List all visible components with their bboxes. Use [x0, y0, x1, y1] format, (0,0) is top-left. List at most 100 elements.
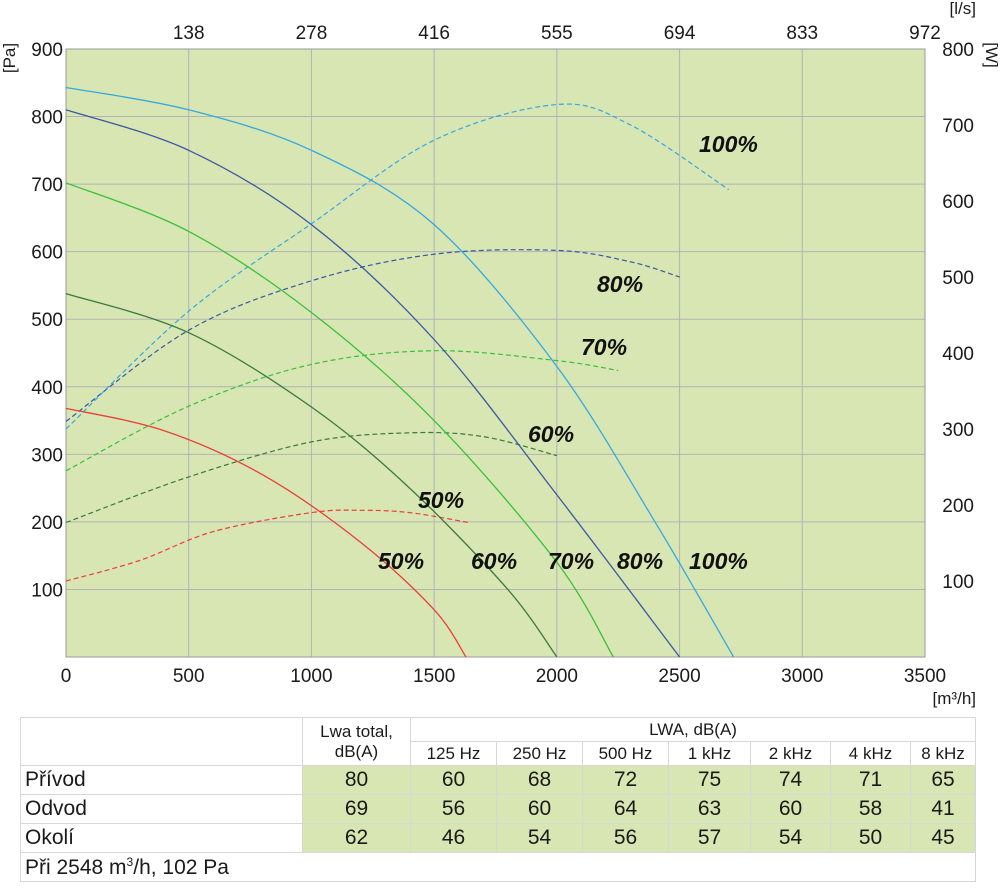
pressure-label-80: 80% [617, 548, 663, 574]
pressure-curves [65, 86, 735, 658]
cell-value: 63 [668, 794, 751, 824]
cell-value: 71 [830, 765, 911, 795]
freq-header: 500 Hz [582, 741, 669, 766]
pressure-label-100: 100% [689, 548, 748, 574]
lwa-total-header: Lwa total, dB(A) [302, 717, 411, 766]
cell-value: 72 [582, 765, 669, 795]
y-axis-left-unit: [Pa] [0, 43, 19, 73]
y-right-tick-label: 400 [942, 344, 974, 365]
y-right-tick-label: 100 [942, 572, 974, 593]
cell-value: 56 [410, 794, 497, 824]
x-axis-ticks: 0 500 1000 1500 2000 2500 3000 3500 [61, 666, 946, 687]
y-left-tick-label: 400 [31, 378, 63, 399]
cell-value: 74 [750, 765, 831, 795]
pressure-curve-100pct [65, 86, 735, 658]
y-right-tick-label: 500 [942, 268, 974, 289]
freq-header: 8 kHz [909, 741, 977, 766]
cell-value: 58 [830, 794, 911, 824]
y-axis-left-ticks: 100 200 300 400 500 600 700 800 900 [31, 40, 63, 601]
pressure-curve-60pct [65, 292, 558, 658]
pressure-label-50: 50% [378, 548, 424, 574]
lwa-header: LWA, dB(A) [409, 717, 977, 742]
row-label: Okolí [20, 823, 303, 853]
y-right-tick-label: 800 [942, 40, 974, 61]
plot-border [65, 48, 926, 658]
fan-performance-chart: 0 500 1000 1500 2000 2500 3000 3500 138 278 416 55… [0, 0, 1000, 708]
x-tick-label: 500 [173, 666, 205, 687]
table-row: Přívod 80 60 68 72 75 74 71 65 [20, 765, 977, 795]
x-axis-top-ticks: 138 278 416 555 694 833 972 [173, 23, 941, 44]
cell-value: 54 [750, 823, 831, 853]
y-left-tick-label: 900 [31, 40, 63, 61]
cell-value: 56 [582, 823, 669, 853]
power-curve-60pct [65, 431, 558, 524]
cell-value: 54 [496, 823, 583, 853]
cell-value: 64 [582, 794, 669, 824]
y-left-tick-label: 600 [31, 243, 63, 264]
table-row: Okolí 62 46 54 56 57 54 50 45 [20, 823, 977, 853]
lwa-total-unit: dB(A) [334, 741, 379, 761]
table-corner [20, 717, 303, 766]
x-tick-label: 1000 [290, 666, 332, 687]
cell-value: 75 [668, 765, 751, 795]
y-axis-right-unit: [W] [982, 42, 1000, 68]
power-label-70: 70% [581, 334, 627, 360]
row-label: Přívod [20, 765, 303, 795]
x-tick-label: 0 [61, 666, 72, 687]
power-label-80: 80% [597, 271, 643, 297]
power-curve-100pct [65, 103, 730, 430]
plot-area [66, 49, 925, 657]
x-top-tick-label: 694 [664, 23, 696, 44]
cell-value: 41 [909, 794, 977, 824]
x-top-tick-label: 833 [786, 23, 818, 44]
pressure-curve-70pct [65, 182, 614, 658]
cell-value: 45 [909, 823, 977, 853]
noise-table: Lwa total, dB(A) LWA, dB(A) 125 Hz 250 H… [19, 717, 977, 882]
y-right-tick-label: 300 [942, 420, 974, 441]
power-curves [65, 103, 730, 582]
pressure-label-60: 60% [471, 548, 517, 574]
freq-header: 125 Hz [410, 741, 497, 766]
power-label-60: 60% [528, 421, 574, 447]
y-axis-right-ticks: 100 200 300 400 500 600 700 800 [942, 40, 974, 593]
x-top-tick-label: 972 [909, 23, 941, 44]
cell-value: 68 [496, 765, 583, 795]
cell-value: 60 [750, 794, 831, 824]
cell-value: 65 [909, 765, 977, 795]
y-right-tick-label: 600 [942, 192, 974, 213]
power-curve-70pct [65, 350, 619, 472]
y-left-tick-label: 800 [31, 108, 63, 129]
freq-header: 1 kHz [668, 741, 751, 766]
cell-total: 80 [302, 765, 411, 795]
y-left-tick-label: 200 [31, 513, 63, 534]
footnote-row: Při 2548 m3/h, 102 Pa [19, 852, 977, 882]
row-label: Odvod [20, 794, 303, 824]
x-top-tick-label: 416 [418, 23, 450, 44]
x-tick-label: 3500 [904, 666, 946, 687]
table-row: Odvod 69 56 60 64 63 60 58 41 [20, 794, 977, 824]
y-left-tick-label: 700 [31, 175, 63, 196]
footnote-suffix: /h, 102 Pa [133, 855, 229, 879]
footnote-prefix: Při 2548 m [25, 855, 127, 879]
y-right-tick-label: 200 [942, 496, 974, 517]
power-label-100: 100% [699, 131, 758, 157]
cell-value: 60 [410, 765, 497, 795]
footnote-sup: 3 [126, 854, 134, 869]
pressure-curve-80pct [65, 109, 681, 658]
freq-header: 2 kHz [750, 741, 831, 766]
cell-value: 46 [410, 823, 497, 853]
x-tick-label: 2000 [536, 666, 578, 687]
x-top-tick-label: 138 [173, 23, 205, 44]
lwa-total-label: Lwa total, [320, 721, 393, 741]
y-left-tick-label: 500 [31, 310, 63, 331]
freq-header: 4 kHz [830, 741, 911, 766]
freq-header: 250 Hz [496, 741, 583, 766]
y-left-tick-label: 300 [31, 445, 63, 466]
power-curve-80pct [65, 249, 680, 422]
x-tick-label: 3000 [781, 666, 823, 687]
x-tick-label: 1500 [413, 666, 455, 687]
power-curve-50pct [65, 509, 469, 582]
power-label-50: 50% [418, 487, 464, 513]
cell-total: 62 [302, 823, 411, 853]
cell-value: 57 [668, 823, 751, 853]
